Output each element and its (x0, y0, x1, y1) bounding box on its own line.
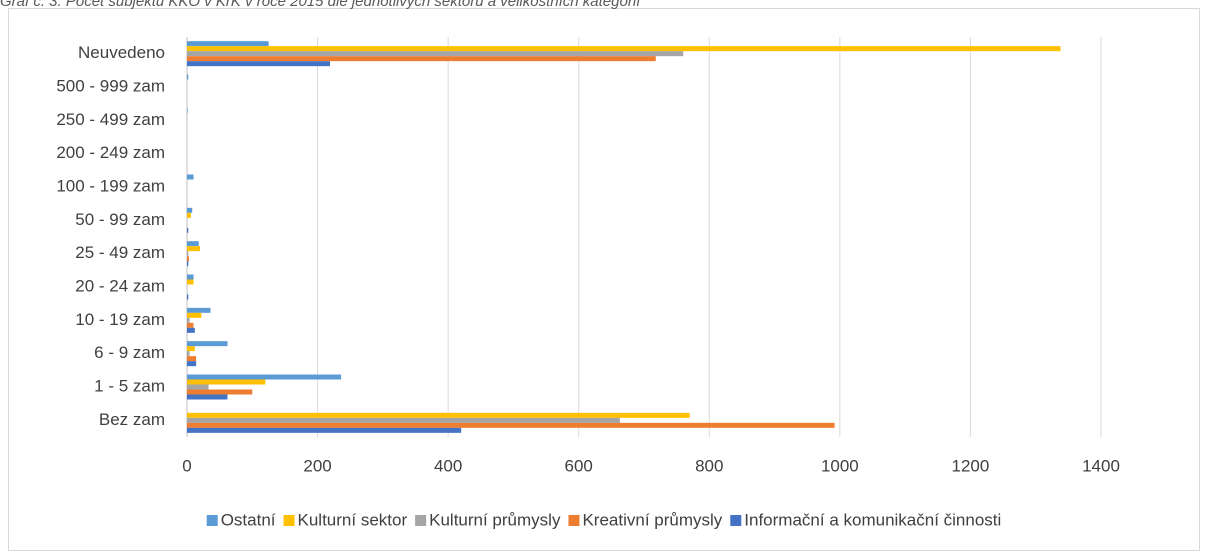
bar (187, 341, 228, 347)
bar (187, 422, 835, 428)
bar (187, 389, 253, 395)
bar (187, 327, 195, 333)
y-tick-label: 50 - 99 zam (75, 210, 165, 229)
y-tick-label: 100 - 199 zam (56, 176, 165, 195)
bar (187, 384, 209, 390)
x-tick-label: 0 (182, 456, 191, 475)
bar (187, 61, 330, 67)
legend-label: Informační a komunikační činnosti (744, 510, 1001, 529)
bar (187, 107, 188, 113)
y-tick-label: 250 - 499 zam (56, 110, 165, 129)
bar (187, 256, 189, 262)
bar (187, 241, 199, 247)
x-tick-label: 1000 (821, 456, 859, 475)
bar (187, 322, 194, 328)
bar (187, 41, 269, 47)
y-tick-label: 10 - 19 zam (75, 310, 165, 329)
x-tick-label: 1200 (952, 456, 990, 475)
bar (187, 227, 189, 233)
legend-label: Kulturní sektor (298, 510, 408, 529)
bar (187, 274, 194, 280)
bar (187, 307, 211, 313)
x-tick-label: 600 (565, 456, 593, 475)
bar (187, 394, 228, 400)
bar (187, 207, 193, 213)
y-tick-label: 200 - 249 zam (56, 143, 165, 162)
bar (187, 251, 189, 257)
bar (187, 261, 189, 267)
legend-swatch (415, 515, 427, 526)
bar (187, 317, 190, 323)
y-tick-label: 6 - 9 zam (94, 343, 165, 362)
bar (187, 74, 189, 80)
chart-title: Graf č. 3: Počet subjektů KKO v KrK v ro… (0, 0, 642, 10)
bar (187, 56, 656, 62)
legend-label: Ostatní (221, 510, 276, 529)
y-tick-label: 1 - 5 zam (94, 376, 165, 395)
bar (187, 174, 194, 180)
bar (187, 361, 197, 367)
bar (187, 412, 690, 418)
bar (187, 212, 191, 218)
legend-label: Kulturní průmysly (429, 510, 561, 529)
bar (187, 346, 195, 352)
bar (187, 374, 342, 380)
bar (187, 379, 266, 385)
bar (187, 246, 201, 252)
y-tick-label: 20 - 24 zam (75, 276, 165, 295)
y-tick-label: 25 - 49 zam (75, 243, 165, 262)
bar (187, 427, 462, 433)
x-tick-label: 200 (303, 456, 331, 475)
bar (187, 312, 202, 318)
bar (187, 46, 1061, 52)
legend-swatch (568, 515, 580, 526)
legend-swatch (206, 515, 218, 526)
bar (187, 351, 190, 357)
bar (187, 279, 194, 285)
bar (187, 356, 197, 362)
y-tick-label: Bez zam (99, 410, 165, 429)
bar (187, 294, 189, 300)
y-tick-label: Neuvedeno (78, 43, 165, 62)
bar (187, 51, 684, 57)
bar (187, 417, 620, 423)
legend-swatch (283, 515, 295, 526)
chart-frame (8, 8, 1200, 551)
legend-label: Kreativní průmysly (582, 510, 722, 529)
x-tick-label: 400 (434, 456, 462, 475)
x-tick-label: 1400 (1082, 456, 1120, 475)
y-tick-label: 500 - 999 zam (56, 76, 165, 95)
legend-swatch (730, 515, 742, 526)
x-tick-label: 800 (695, 456, 723, 475)
